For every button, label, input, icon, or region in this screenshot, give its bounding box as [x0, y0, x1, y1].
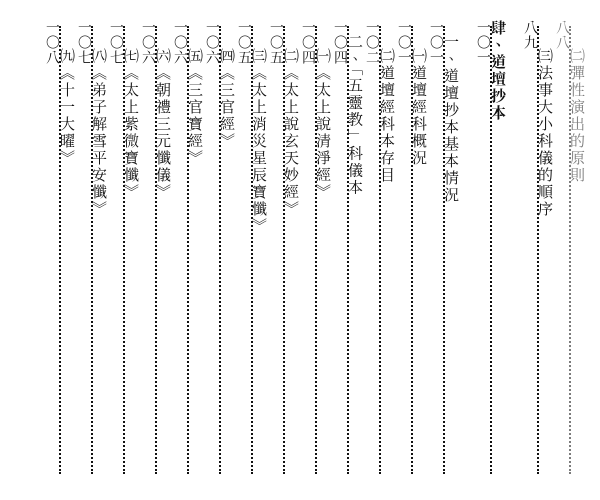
toc-entry: 一、道壇抄本基本情況一〇一 [430, 20, 459, 480]
toc-entry-page: 八八 [556, 20, 570, 480]
toc-entry-page: 一〇六 [206, 20, 220, 480]
toc-entry: ㈢法事大小科儀的順序八九 [524, 20, 553, 480]
toc-entry-title: ㈦《太上紫微寶懺》 [124, 20, 139, 480]
toc-entry-page: 一〇七 [78, 20, 92, 480]
toc-entry: ㈢《太上消災星辰寶懺》一〇五 [238, 20, 267, 480]
toc-entry-page: 一〇一 [430, 20, 444, 480]
toc-entry-page: 一〇五 [270, 20, 284, 480]
toc-entry-title: ㈢法事大小科儀的順序 [538, 20, 553, 480]
toc-entry: ㈦《太上紫微寶懺》一〇七 [110, 20, 139, 480]
section-gap [509, 20, 521, 480]
toc-entry-page: 一〇六 [174, 20, 188, 480]
toc-entry-title: 肆、道壇抄本 [491, 20, 506, 480]
toc-entry: ㈤《三官寶經》一〇六 [174, 20, 203, 480]
toc-entry: ㈡道壇經科本存目一〇二 [366, 20, 395, 480]
toc-entry-page: 一〇一 [398, 20, 412, 480]
toc-entry-title: 二、「五靈教」科儀本 [348, 20, 363, 480]
toc-entry: ㈧《弟子解雪平安懺》一〇七 [78, 20, 107, 480]
toc-entry-page: 一〇二 [366, 20, 380, 480]
toc-entry: ㈠道壇經科概況一〇一 [398, 20, 427, 480]
toc-entry-title: ㈡道壇經科本存目 [380, 20, 395, 480]
toc-entry: ㈨《十一大曜》一〇八 [46, 20, 75, 480]
toc-entry-page: 一〇五 [238, 20, 252, 480]
toc-entry-title: ㈠道壇經科概況 [412, 20, 427, 480]
toc-entry: ㈠《太上說清淨經》一〇四 [302, 20, 331, 480]
toc-entry-page: 一〇七 [110, 20, 124, 480]
table-of-contents: ㈡彈性演出的原則八八㈢法事大小科儀的順序八九肆、道壇抄本一〇一一、道壇抄本基本情… [15, 20, 585, 480]
toc-entry-page: 一〇六 [142, 20, 156, 480]
toc-entry-title: 一、道壇抄本基本情況 [444, 20, 459, 480]
toc-entry-page: 八九 [524, 20, 538, 480]
toc-entry-page: 一〇四 [302, 20, 316, 480]
toc-entry-title: ㈢《太上消災星辰寶懺》 [252, 20, 267, 480]
toc-entry: ㈡彈性演出的原則八八 [556, 20, 585, 480]
toc-entry-title: ㈡彈性演出的原則 [570, 20, 585, 480]
toc-entry-title: ㈥《朝禮三元懺儀》 [156, 20, 171, 480]
toc-entry-page: 一〇一 [477, 20, 491, 480]
toc-entry-page: 一〇八 [46, 20, 60, 480]
toc-entry-title: ㈧《弟子解雪平安懺》 [92, 20, 107, 480]
section-gap [462, 20, 474, 480]
toc-entry-title: ㈠《太上說清淨經》 [316, 20, 331, 480]
toc-entry: 肆、道壇抄本一〇一 [477, 20, 506, 480]
toc-entry: ㈥《朝禮三元懺儀》一〇六 [142, 20, 171, 480]
toc-entry-title: ㈨《十一大曜》 [60, 20, 75, 480]
toc-entry-title: ㈣《三官經》 [220, 20, 235, 480]
toc-entry-title: ㈤《三官寶經》 [188, 20, 203, 480]
toc-entry: 二、「五靈教」科儀本一〇四 [334, 20, 363, 480]
toc-entry: ㈣《三官經》一〇六 [206, 20, 235, 480]
toc-entry: ㈡《太上說玄天妙經》一〇五 [270, 20, 299, 480]
toc-entry-page: 一〇四 [334, 20, 348, 480]
toc-entry-title: ㈡《太上說玄天妙經》 [284, 20, 299, 480]
